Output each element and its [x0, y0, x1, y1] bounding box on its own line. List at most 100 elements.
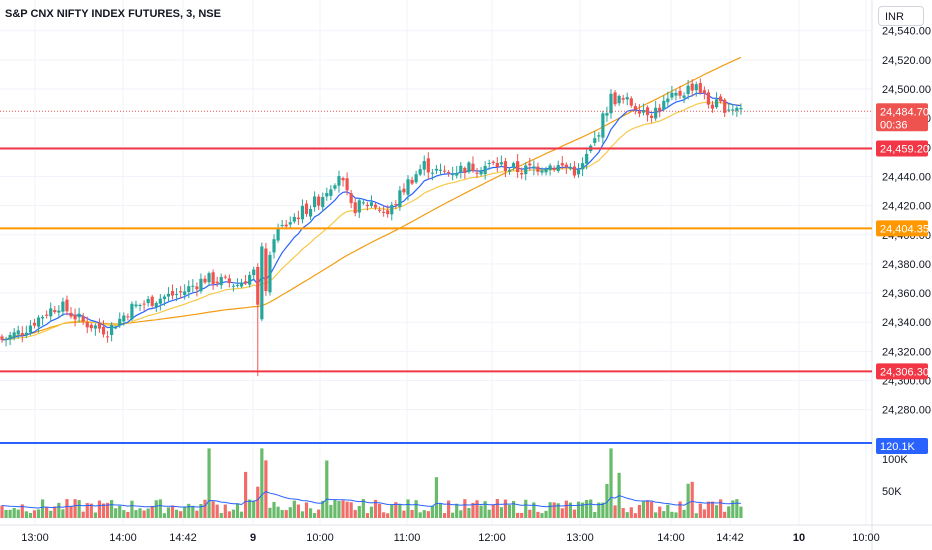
candle-body: [353, 202, 357, 214]
volume-bar: [406, 499, 410, 518]
volume-bar: [321, 500, 325, 518]
volume-bar: [451, 512, 455, 518]
candle-body: [650, 115, 654, 118]
candle-body: [337, 176, 341, 186]
volume-bar: [739, 506, 743, 518]
volume-bar: [511, 501, 516, 518]
volume-bar: [280, 510, 284, 518]
volume-bar: [402, 510, 406, 518]
candle-body: [451, 174, 455, 176]
volume-bar: [231, 509, 236, 518]
candle-body: [641, 110, 646, 113]
candle-body: [24, 332, 28, 336]
volume-bar: [292, 500, 296, 518]
volume-bar: [633, 513, 637, 518]
volume-bar: [361, 499, 365, 518]
volume-bar: [110, 500, 114, 518]
candle-body: [32, 322, 37, 326]
volume-bar: [455, 503, 459, 518]
time-tick-label: 14:42: [716, 532, 744, 544]
volume-bar: [645, 500, 650, 518]
volume-bar: [268, 507, 272, 518]
volume-tick-label: 100K: [882, 454, 908, 466]
volume-bar: [256, 486, 260, 518]
candle-body: [308, 208, 313, 217]
volume-bar: [394, 502, 398, 518]
candle-body: [475, 172, 479, 174]
candle-body: [499, 162, 503, 165]
time-tick-label: 14:00: [657, 532, 685, 544]
volume-line-tag: 120.1K: [876, 438, 928, 454]
candle-body: [158, 298, 162, 304]
volume-bar: [24, 511, 28, 518]
volume-bar: [422, 510, 426, 518]
volume-bar: [211, 501, 215, 518]
price-tick-label: 24,520.00: [882, 55, 931, 67]
volume-bar: [105, 502, 110, 518]
volume-bar: [341, 500, 345, 518]
candle-body: [191, 285, 195, 287]
volume-bar: [690, 481, 694, 518]
candle-body: [520, 172, 524, 175]
candle-body: [150, 296, 154, 306]
candle-body: [418, 169, 422, 175]
volume-bar: [118, 505, 122, 518]
time-axis[interactable]: 13:00 14:00 14:42 9 10:00 11:00 12:00 13:00 14:0…: [21, 532, 880, 544]
candle-body: [81, 316, 85, 322]
volume-bar: [560, 508, 564, 518]
candle-body: [313, 196, 317, 208]
candle-body: [97, 323, 102, 329]
candle-body: [739, 108, 743, 110]
candle-body: [666, 98, 670, 103]
candle-body: [414, 174, 418, 183]
volume-bar: [219, 512, 223, 518]
volume-bar: [85, 503, 89, 518]
currency-button[interactable]: INR: [878, 6, 924, 26]
candle-body: [658, 107, 662, 112]
volume-bar: [552, 502, 556, 518]
volume-bar: [20, 504, 24, 518]
candle-body: [114, 327, 118, 329]
volume-bar: [300, 511, 305, 518]
volume-line-tag-text: 120.1K: [880, 441, 916, 453]
candle-body: [361, 202, 365, 204]
candle-body: [487, 162, 491, 164]
candle-body: [422, 161, 426, 170]
candle-body: [402, 188, 406, 193]
volume-bar: [524, 499, 528, 518]
volume-bar: [248, 499, 252, 518]
volume-bar: [130, 500, 134, 518]
candle-body: [333, 185, 337, 189]
candle-body: [341, 178, 345, 181]
price-tick-label: 24,320.00: [882, 346, 931, 358]
candle-body: [89, 324, 93, 329]
candle-body: [463, 167, 467, 174]
volume-bar: [65, 499, 69, 518]
candle-body: [516, 161, 520, 173]
line-tag: 24,459.20: [876, 140, 929, 157]
last-price-tag-text: 00:36: [880, 119, 908, 131]
volume-bar: [61, 509, 65, 518]
candle-body: [0, 336, 4, 340]
volume-bar: [170, 505, 175, 518]
volume-bar: [276, 506, 280, 518]
candle-body: [714, 99, 719, 108]
candle-body: [8, 335, 12, 340]
volume-bar: [390, 504, 394, 518]
horizontal-price-lines[interactable]: [0, 110, 872, 444]
volume-bar: [641, 501, 646, 518]
volume-bar: [532, 502, 536, 518]
line-tag: 24,306.30: [876, 363, 929, 380]
volume-bar: [239, 511, 244, 518]
candle-body: [369, 202, 374, 206]
symbol-title[interactable]: S&P CNX NIFTY INDEX FUTURES, 3, NSE: [5, 8, 221, 20]
volume-bar: [503, 499, 508, 518]
volume-bar: [520, 512, 524, 518]
volume-bar: [365, 513, 369, 518]
price-axis[interactable]: 24,280.0024,300.0024,320.0024,340.0024,3…: [882, 26, 931, 498]
candle-body: [613, 92, 617, 105]
candle-body: [272, 239, 276, 253]
candle-body: [227, 278, 231, 284]
